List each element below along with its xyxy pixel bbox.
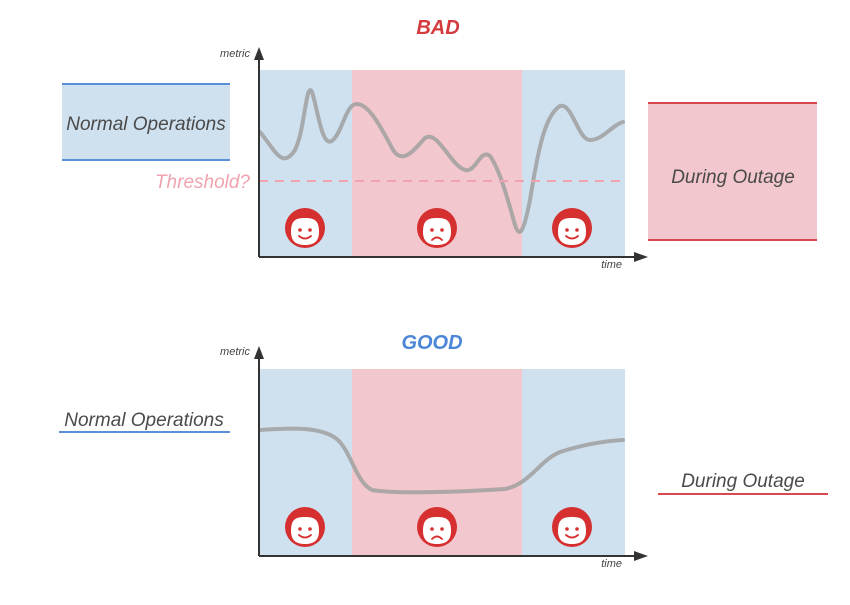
good-metric-curve xyxy=(258,426,625,495)
happy-face-icon xyxy=(551,506,593,548)
bad-normal-label: Normal Operations xyxy=(66,114,226,135)
bad-metric-curve xyxy=(258,88,625,234)
good-y-axis-label: metric xyxy=(220,346,250,358)
good-normal-label: Normal Operations xyxy=(64,410,224,431)
bad-panel: BAD Threshold? metric time Normal Operat… xyxy=(62,17,817,271)
bad-outage-label: During Outage xyxy=(671,167,795,188)
bad-panel-title: BAD xyxy=(416,17,459,39)
y-axis-arrow-icon xyxy=(254,47,264,60)
bad-outage-legend-box xyxy=(648,103,817,240)
bad-normal-legend-box xyxy=(62,84,230,160)
sad-face-icon xyxy=(416,506,458,548)
happy-face-icon xyxy=(551,207,593,249)
good-panel: GOOD metric time Normal Operations Durin… xyxy=(59,332,828,570)
sad-face-icon xyxy=(416,207,458,249)
good-axes xyxy=(254,346,648,561)
bad-x-axis-label: time xyxy=(601,259,622,271)
happy-face-icon xyxy=(284,506,326,548)
threshold-label: Threshold? xyxy=(155,172,250,193)
good-outage-label: During Outage xyxy=(681,471,805,492)
bad-y-axis-label: metric xyxy=(220,48,250,60)
good-x-axis-label: time xyxy=(601,558,622,570)
happy-face-icon xyxy=(284,207,326,249)
x-axis-arrow-icon xyxy=(634,551,648,561)
x-axis-arrow-icon xyxy=(634,252,648,262)
y-axis-arrow-icon xyxy=(254,346,264,359)
bad-axes xyxy=(254,47,648,262)
good-panel-title: GOOD xyxy=(401,332,462,354)
